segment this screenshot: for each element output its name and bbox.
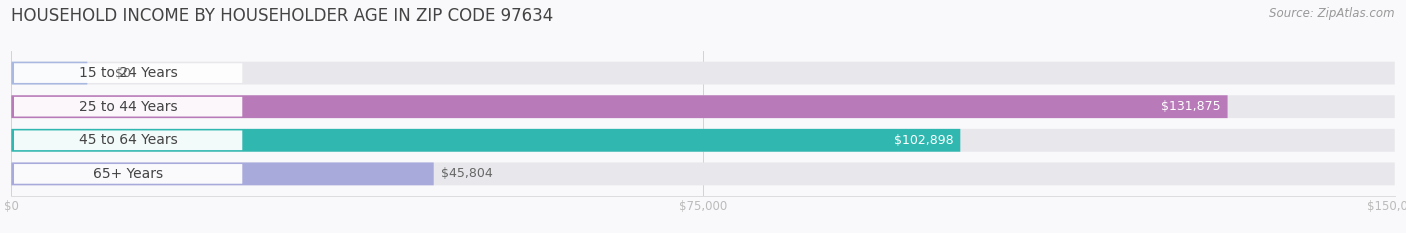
FancyBboxPatch shape [14, 97, 242, 116]
Text: $0: $0 [115, 67, 131, 80]
FancyBboxPatch shape [14, 130, 242, 150]
FancyBboxPatch shape [11, 62, 87, 85]
FancyBboxPatch shape [11, 95, 1395, 118]
Text: $45,804: $45,804 [440, 167, 492, 180]
FancyBboxPatch shape [11, 129, 960, 152]
FancyBboxPatch shape [14, 164, 242, 184]
Text: 15 to 24 Years: 15 to 24 Years [79, 66, 177, 80]
Text: 45 to 64 Years: 45 to 64 Years [79, 133, 177, 147]
Text: HOUSEHOLD INCOME BY HOUSEHOLDER AGE IN ZIP CODE 97634: HOUSEHOLD INCOME BY HOUSEHOLDER AGE IN Z… [11, 7, 554, 25]
Text: 65+ Years: 65+ Years [93, 167, 163, 181]
FancyBboxPatch shape [11, 62, 1395, 85]
FancyBboxPatch shape [14, 63, 242, 83]
FancyBboxPatch shape [11, 129, 1395, 152]
Text: $131,875: $131,875 [1161, 100, 1220, 113]
FancyBboxPatch shape [11, 162, 433, 185]
FancyBboxPatch shape [11, 95, 1227, 118]
Text: $102,898: $102,898 [894, 134, 953, 147]
Text: 25 to 44 Years: 25 to 44 Years [79, 100, 177, 114]
Text: Source: ZipAtlas.com: Source: ZipAtlas.com [1270, 7, 1395, 20]
FancyBboxPatch shape [11, 162, 1395, 185]
